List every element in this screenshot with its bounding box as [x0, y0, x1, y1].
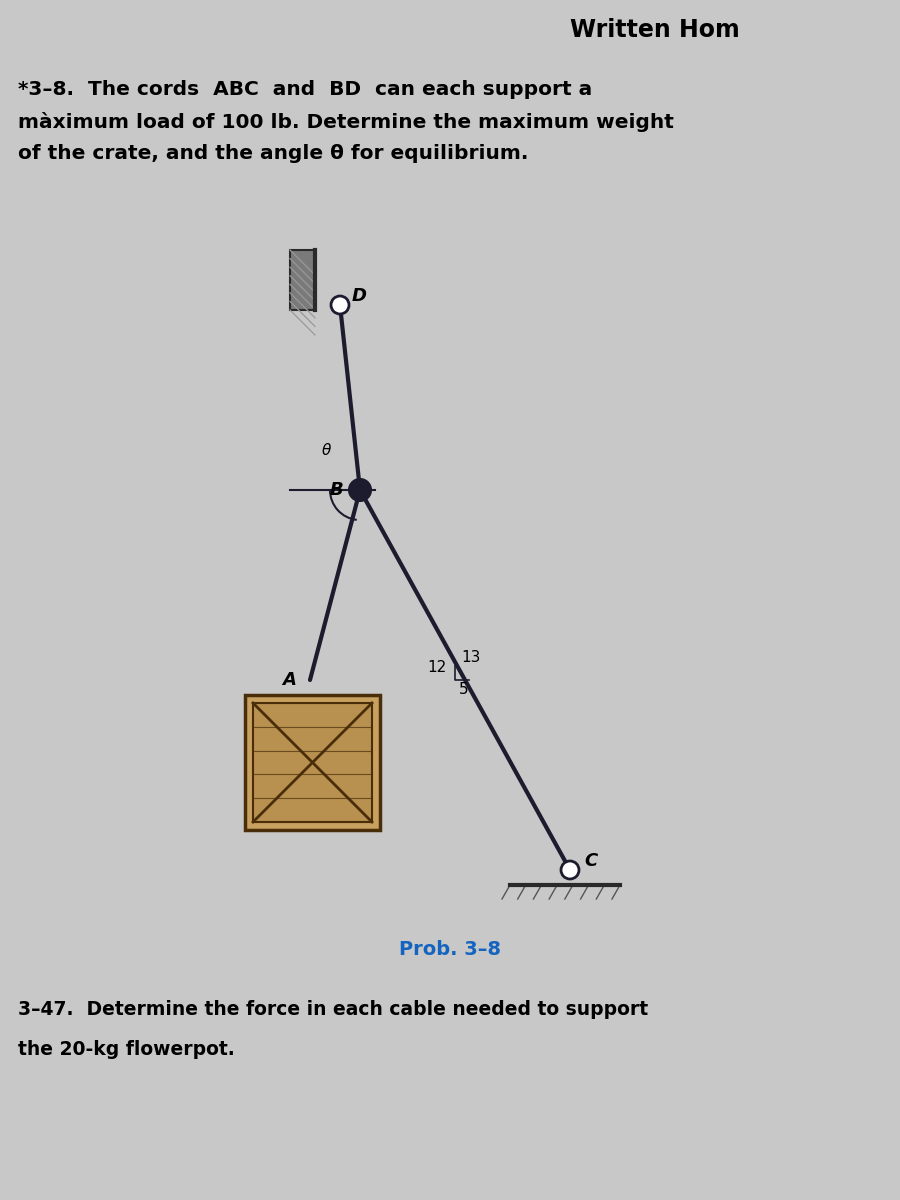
Text: D: D	[352, 287, 367, 305]
Circle shape	[331, 296, 349, 314]
Text: 12: 12	[427, 660, 446, 674]
Text: *3–8.  The cords  ABC  and  BD  can each support a: *3–8. The cords ABC and BD can each supp…	[18, 80, 592, 98]
Circle shape	[349, 479, 371, 502]
Bar	[245, 695, 380, 830]
Text: 3–47.  Determine the force in each cable needed to support: 3–47. Determine the force in each cable …	[18, 1000, 648, 1019]
Text: 5: 5	[459, 682, 469, 697]
Text: of the crate, and the angle θ for equilibrium.: of the crate, and the angle θ for equili…	[18, 144, 528, 163]
Text: the 20-kg flowerpot.: the 20-kg flowerpot.	[18, 1040, 235, 1058]
Text: C: C	[584, 852, 598, 870]
Text: màximum load of 100 lb. Determine the maximum weight: màximum load of 100 lb. Determine the ma…	[18, 112, 674, 132]
Bar	[290, 250, 315, 310]
Text: B: B	[330, 481, 344, 499]
Text: θ: θ	[322, 443, 331, 458]
Bar	[253, 703, 372, 822]
Text: A: A	[282, 671, 296, 689]
Text: 13: 13	[461, 650, 481, 665]
Text: Prob. 3–8: Prob. 3–8	[399, 940, 501, 959]
Text: Written Hom: Written Hom	[570, 18, 740, 42]
Circle shape	[561, 862, 579, 878]
